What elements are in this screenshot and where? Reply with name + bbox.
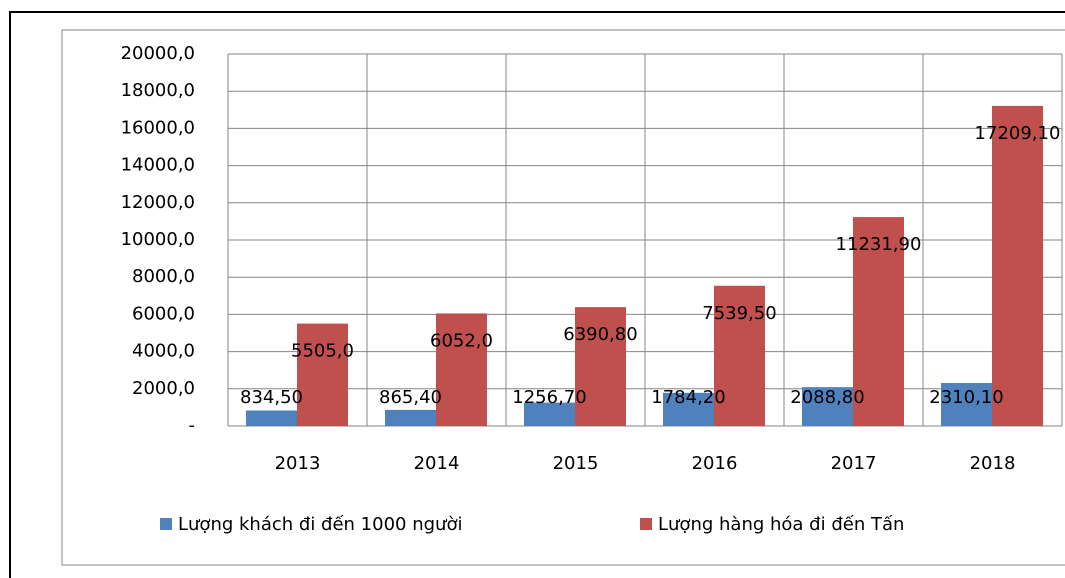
bar bbox=[853, 217, 904, 426]
legend-swatch bbox=[160, 518, 172, 530]
y-tick-label: 8000,0 bbox=[132, 266, 195, 287]
data-label: 2310,10 bbox=[929, 387, 1003, 408]
legend-label: Lượng hàng hóa đi đến Tấn bbox=[658, 514, 904, 535]
x-tick-label: 2014 bbox=[414, 453, 460, 474]
x-tick-label: 2016 bbox=[692, 453, 738, 474]
y-tick-label: 18000,0 bbox=[121, 80, 195, 101]
y-tick-label: 2000,0 bbox=[132, 378, 195, 399]
bar bbox=[663, 392, 714, 426]
x-tick-label: 2017 bbox=[831, 453, 877, 474]
y-tick-label: 10000,0 bbox=[121, 229, 195, 250]
bar bbox=[802, 387, 853, 426]
y-tick-label: 4000,0 bbox=[132, 341, 195, 362]
bar bbox=[297, 323, 348, 426]
y-tick-label: 12000,0 bbox=[121, 192, 195, 213]
data-label: 11231,90 bbox=[836, 234, 922, 255]
y-tick-label: 16000,0 bbox=[121, 117, 195, 138]
x-tick-label: 2018 bbox=[970, 453, 1016, 474]
data-label: 6052,0 bbox=[430, 330, 493, 351]
bar bbox=[524, 402, 575, 426]
data-label: 1784,20 bbox=[651, 387, 725, 408]
chart-frame bbox=[61, 29, 1065, 566]
data-label: 865,40 bbox=[379, 387, 442, 408]
bar bbox=[246, 410, 297, 426]
data-label: 834,50 bbox=[240, 387, 303, 408]
y-tick-label: - bbox=[189, 415, 196, 436]
data-label: 17209,10 bbox=[975, 123, 1061, 144]
data-label: 7539,50 bbox=[702, 303, 776, 324]
x-tick-label: 2013 bbox=[275, 453, 321, 474]
bar bbox=[575, 307, 626, 426]
bar bbox=[436, 313, 487, 426]
bar bbox=[385, 409, 436, 426]
x-tick-label: 2015 bbox=[553, 453, 599, 474]
legend-swatch bbox=[640, 518, 652, 530]
bar bbox=[992, 105, 1043, 427]
data-label: 6390,80 bbox=[563, 324, 637, 345]
outer-frame bbox=[9, 11, 1065, 578]
y-tick-label: 14000,0 bbox=[121, 155, 195, 176]
legend-label: Lượng khách đi đến 1000 người bbox=[178, 514, 462, 535]
bar bbox=[714, 285, 765, 426]
data-label: 2088,80 bbox=[790, 387, 864, 408]
bar bbox=[941, 383, 992, 426]
y-tick-label: 20000,0 bbox=[121, 43, 195, 64]
data-label: 1256,70 bbox=[512, 387, 586, 408]
y-tick-label: 6000,0 bbox=[132, 303, 195, 324]
data-label: 5505,0 bbox=[291, 341, 354, 362]
